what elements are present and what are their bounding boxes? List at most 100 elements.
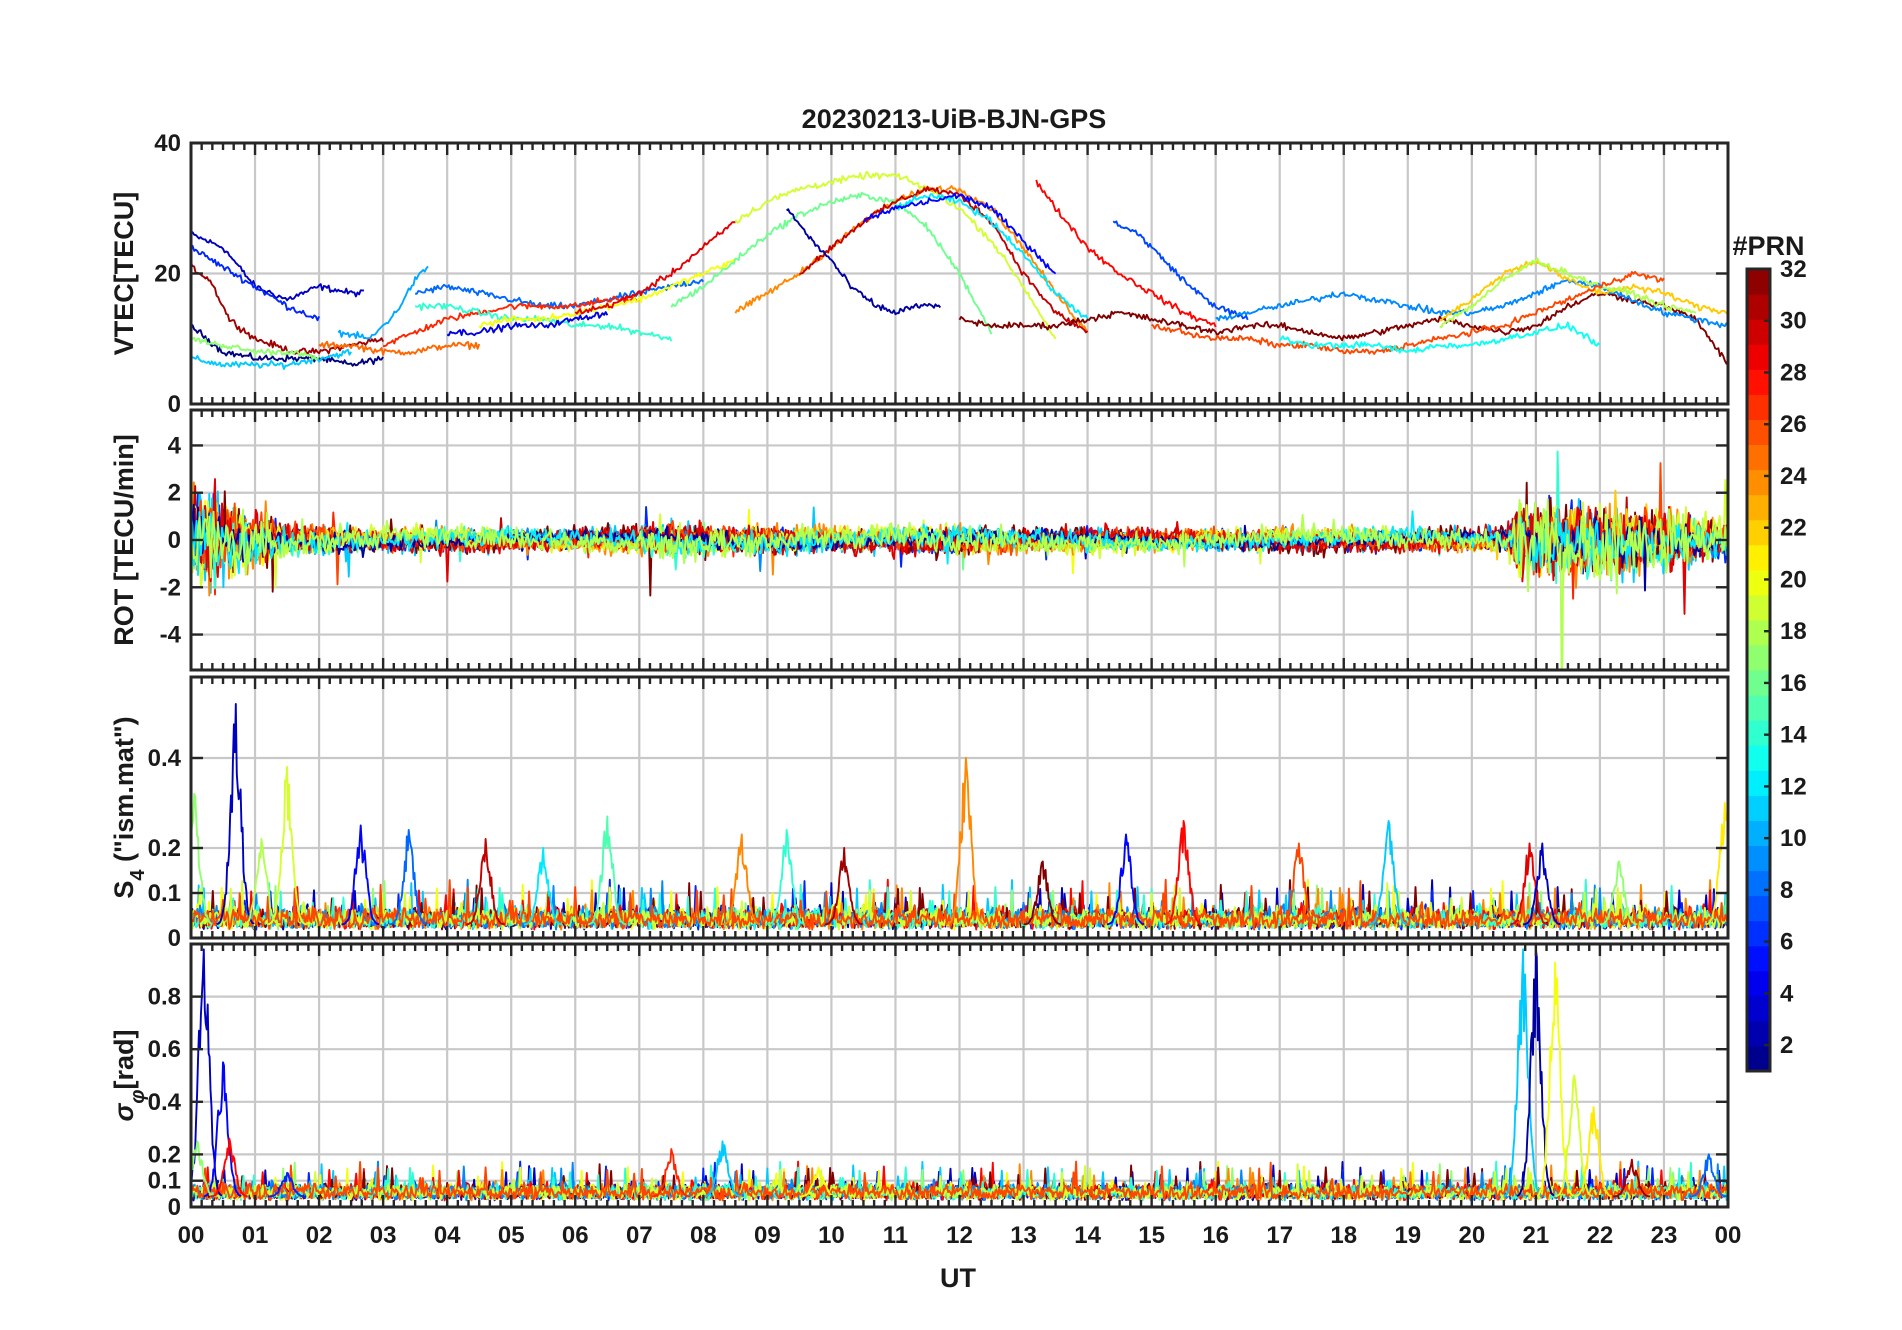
- y-tick-label: 0.4: [148, 1089, 182, 1116]
- vtec-trace-prn-13: [1278, 321, 1601, 354]
- x-tick-label: 00: [1715, 1222, 1742, 1249]
- peak-trace-prn-11: [1369, 820, 1407, 926]
- traces: [191, 450, 1728, 670]
- colorbar-tick-label: 22: [1780, 515, 1807, 542]
- grid: [191, 944, 1728, 1207]
- vtec-trace-prn-1: [191, 324, 384, 367]
- colorbar-segment: [1747, 745, 1770, 771]
- peak-trace-prn-5: [1106, 833, 1145, 926]
- x-ticks: [189, 143, 1730, 404]
- colorbar-segment: [1747, 870, 1770, 897]
- y-ticks: -4 -2 0 2 4: [160, 432, 1728, 649]
- panel-2: -4 -2 0 2 4 ROT [TECU/min]: [109, 408, 1730, 672]
- x-tick-label: 11: [883, 1222, 908, 1249]
- colorbar-segment: [1747, 695, 1770, 721]
- vtec-trace-prn-18: [1439, 257, 1697, 329]
- x-tick-label: 18: [1330, 1222, 1357, 1249]
- panel-3: 0 0.1 0.2 0.4S4 ("ism.mat"): [109, 675, 1730, 952]
- colorbar-segment: [1747, 820, 1770, 847]
- peak-trace-prn-3: [1522, 842, 1561, 926]
- x-tick-label: 02: [306, 1222, 333, 1249]
- y-axis-title: VTEC[TECU]: [109, 192, 139, 356]
- x-tick-label: 05: [498, 1222, 525, 1249]
- colorbar-title: #PRN: [1732, 231, 1804, 261]
- colorbar-segment: [1747, 644, 1770, 671]
- colorbar-tick-label: 10: [1780, 825, 1807, 852]
- peak-trace-prn-19: [1554, 1074, 1593, 1198]
- peak-trace-prn-2: [1516, 948, 1555, 1197]
- peak-trace-prn-24: [946, 757, 985, 926]
- peak-trace-prn-31: [824, 847, 863, 926]
- peak-trace-prn-6: [267, 1171, 307, 1198]
- y-tick-label: 0.2: [148, 1141, 181, 1168]
- vtec-trace-prn-27: [383, 295, 640, 347]
- colorbar-tick-label: 12: [1780, 773, 1807, 800]
- colorbar-frame: [1745, 267, 1772, 1073]
- x-tick-label: 17: [1266, 1222, 1293, 1249]
- y-tick-label: 0.8: [148, 984, 181, 1011]
- colorbar-segment: [1747, 444, 1770, 471]
- peak-trace-prn-31: [1612, 1158, 1651, 1198]
- y-ticks: 0 0.1 0.2 0.4: [148, 745, 1728, 952]
- colorbar-segment: [1747, 519, 1770, 546]
- vtec-trace-prn-30: [799, 185, 1089, 334]
- x-tick-label: 08: [690, 1222, 717, 1249]
- colorbar-segment: [1747, 369, 1770, 395]
- colorbar-segment: [1747, 469, 1770, 496]
- vtec-trace-prn-24: [734, 185, 1089, 332]
- y-tick-label: 0.6: [148, 1036, 181, 1063]
- peak-trace-prn-30: [466, 838, 505, 926]
- x-tick-label: 09: [754, 1222, 781, 1249]
- x-tick-label: 23: [1651, 1222, 1678, 1249]
- traces: [191, 170, 1728, 370]
- vtec-trace-prn-32: [958, 292, 1728, 365]
- peak-trace-prn-32: [1023, 860, 1062, 926]
- peak-trace-prn-21: [1705, 802, 1728, 926]
- colorbar-tick-label: 4: [1780, 980, 1794, 1007]
- peak-trace-prn-21: [1574, 1106, 1612, 1198]
- y-tick-label: 0.1: [148, 880, 181, 907]
- x-tick-label: 19: [1394, 1222, 1421, 1249]
- x-tick-label: 12: [946, 1222, 973, 1249]
- peak-trace-prn-27: [652, 1148, 691, 1198]
- x-tick-label: 07: [626, 1222, 653, 1249]
- y-tick-label: 40: [154, 130, 181, 157]
- peak-trace-prn-19: [267, 766, 307, 926]
- colorbar-tick-label: 18: [1780, 618, 1807, 645]
- colorbar-segment: [1747, 670, 1770, 696]
- panel-1: 0 20 40 VTEC[TECU]: [109, 130, 1730, 418]
- colorbar-segment: [1747, 394, 1770, 420]
- x-tick-label: 01: [242, 1222, 269, 1249]
- peak-trace-prn-17: [191, 793, 213, 926]
- vtec-trace-prn-4: [446, 311, 609, 337]
- vtec-trace-prn-16: [670, 191, 993, 335]
- peak-trace-prn-11: [703, 1140, 741, 1198]
- y-tick-label: 0: [168, 527, 181, 554]
- x-tick-label: 04: [434, 1222, 461, 1249]
- colorbar-segment: [1747, 795, 1770, 821]
- y-tick-label: 4: [168, 432, 182, 459]
- colorbar-tick-label: 26: [1780, 411, 1807, 438]
- peak-trace-prn-3: [216, 703, 255, 925]
- colorbar-tick-label: 14: [1780, 722, 1807, 749]
- colorbar-tick-label: 28: [1780, 359, 1807, 386]
- peak-trace-prn-5: [341, 824, 380, 926]
- panel-4: 00.10.20.40.60.8σφ[rad]00 01 02 03 04 05 06 07 0…: [109, 942, 1742, 1249]
- vtec-trace-prn-28: [1035, 179, 1217, 328]
- colorbar-segment: [1747, 494, 1770, 521]
- rot-trace-prn-18: [191, 498, 1728, 670]
- y-tick-label: -2: [160, 574, 181, 601]
- peak-trace-prn-14: [767, 829, 805, 926]
- x-tick-label: 20: [1458, 1222, 1485, 1249]
- colorbar-tick-label: 24: [1780, 463, 1807, 490]
- vtec-trace-prn-20: [478, 259, 736, 329]
- peak-trace-prn-5: [203, 1061, 242, 1198]
- vtec-trace-prn-22: [1439, 259, 1728, 322]
- y-tick-label: 20: [154, 261, 181, 288]
- vtec-trace-prn-9: [1215, 278, 1728, 329]
- colorbar-segment: [1747, 594, 1770, 621]
- x-tick-label: 10: [818, 1222, 845, 1249]
- peak-trace-prn-3: [191, 948, 223, 1197]
- colorbar-segment: [1747, 945, 1770, 972]
